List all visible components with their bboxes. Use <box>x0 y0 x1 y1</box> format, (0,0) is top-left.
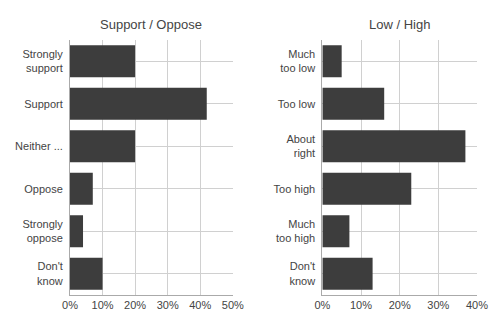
svg-text:50%: 50% <box>222 299 244 311</box>
svg-text:Too high: Too high <box>274 183 316 195</box>
svg-text:Stronglysupport: Stronglysupport <box>22 48 63 74</box>
svg-text:30%: 30% <box>157 299 179 311</box>
svg-text:Support / Oppose: Support / Oppose <box>100 17 202 32</box>
svg-text:Too low: Too low <box>278 98 315 110</box>
svg-text:0%: 0% <box>314 299 330 311</box>
svg-text:Oppose: Oppose <box>24 183 63 195</box>
svg-text:Stronglyoppose: Stronglyoppose <box>22 218 63 244</box>
svg-text:10%: 10% <box>92 299 114 311</box>
svg-text:20%: 20% <box>389 299 411 311</box>
svg-text:10%: 10% <box>350 299 372 311</box>
svg-text:Aboutright: Aboutright <box>286 133 315 159</box>
svg-text:Don'tknow: Don'tknow <box>37 260 63 286</box>
svg-text:30%: 30% <box>427 299 449 311</box>
svg-text:Neither ...: Neither ... <box>15 140 63 152</box>
svg-text:40%: 40% <box>466 299 488 311</box>
svg-text:Muchtoo low: Muchtoo low <box>280 48 315 74</box>
svg-text:Support: Support <box>24 98 63 110</box>
svg-text:0%: 0% <box>62 299 78 311</box>
svg-text:Don'tknow: Don'tknow <box>289 260 315 286</box>
svg-text:Muchtoo high: Muchtoo high <box>276 218 315 244</box>
svg-text:Low / High: Low / High <box>369 17 430 32</box>
svg-text:20%: 20% <box>124 299 146 311</box>
svg-text:40%: 40% <box>189 299 211 311</box>
